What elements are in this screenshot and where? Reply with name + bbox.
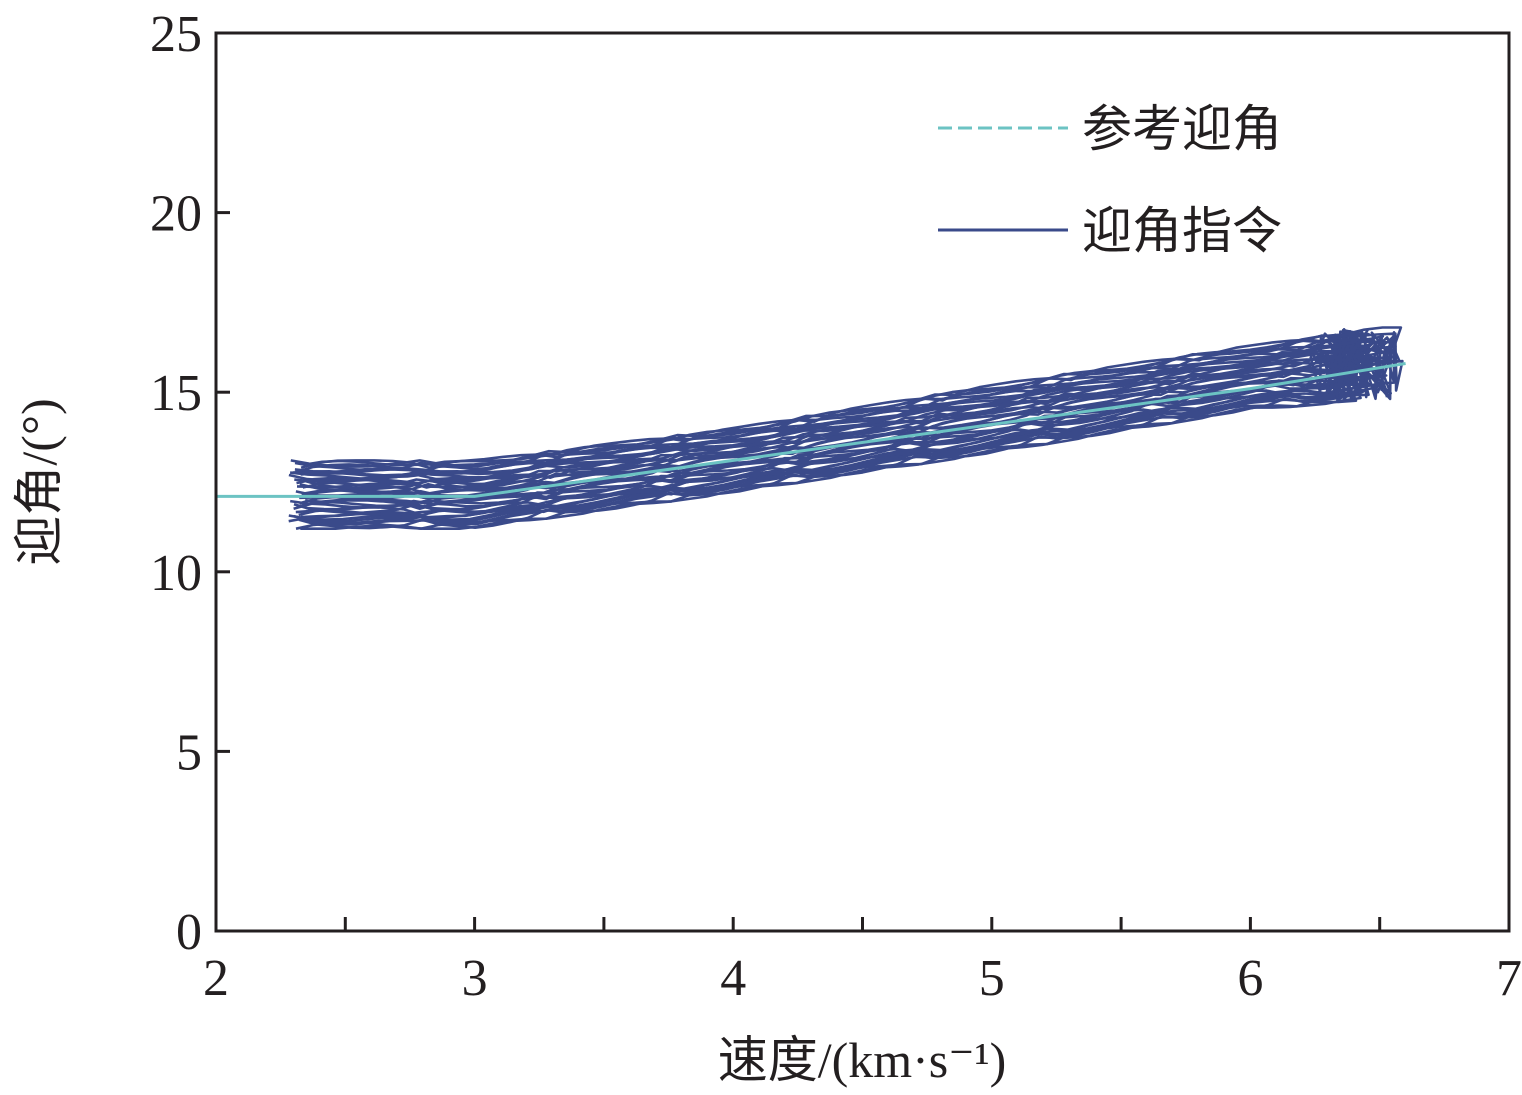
- command-trajectory: [290, 350, 1351, 509]
- command-trajectory: [302, 331, 1394, 491]
- y-tick-label: 5: [176, 724, 202, 781]
- y-tick-label: 15: [150, 365, 202, 422]
- command-trajectory: [298, 339, 1358, 530]
- x-tick-label: 6: [1237, 950, 1263, 1007]
- x-tick-label: 5: [979, 950, 1005, 1007]
- x-axis: 2 3 4 5 6 7: [203, 917, 1522, 1007]
- command-trajectory: [300, 326, 1403, 470]
- command-trajectory: [300, 333, 1359, 525]
- y-tick-label: 0: [176, 904, 202, 961]
- command-trajectory: [294, 337, 1374, 472]
- command-trajectory: [299, 341, 1401, 494]
- y-axis-title: 迎角/(°): [11, 398, 67, 565]
- command-trajectory: [294, 343, 1343, 487]
- y-tick-label: 20: [150, 186, 202, 243]
- y-tick-label: 25: [150, 6, 202, 63]
- legend-label-command: 迎角指令: [1082, 203, 1282, 259]
- command-series: [288, 326, 1404, 531]
- legend: 参考迎角 迎角指令: [938, 101, 1282, 259]
- command-trajectory: [288, 329, 1378, 521]
- legend-label-reference: 参考迎角: [1082, 101, 1282, 157]
- command-trajectory: [290, 332, 1397, 469]
- x-tick-label: 7: [1496, 950, 1522, 1007]
- x-tick-label: 4: [720, 950, 746, 1007]
- command-trajectory: [304, 332, 1357, 467]
- command-trajectory: [300, 344, 1369, 479]
- command-trajectory: [289, 335, 1354, 480]
- reference-series: [216, 362, 1406, 498]
- y-axis: 0 5 10 15 20 25: [150, 6, 230, 961]
- x-tick-label: 3: [462, 950, 488, 1007]
- x-tick-label: 2: [203, 950, 229, 1007]
- y-tick-label: 10: [150, 545, 202, 602]
- command-trajectory: [292, 340, 1393, 477]
- x-axis-title: 速度/(km·s⁻¹): [718, 1032, 1007, 1088]
- command-trajectory: [293, 337, 1343, 515]
- reference-line: [216, 362, 1406, 498]
- command-trajectory: [302, 328, 1371, 496]
